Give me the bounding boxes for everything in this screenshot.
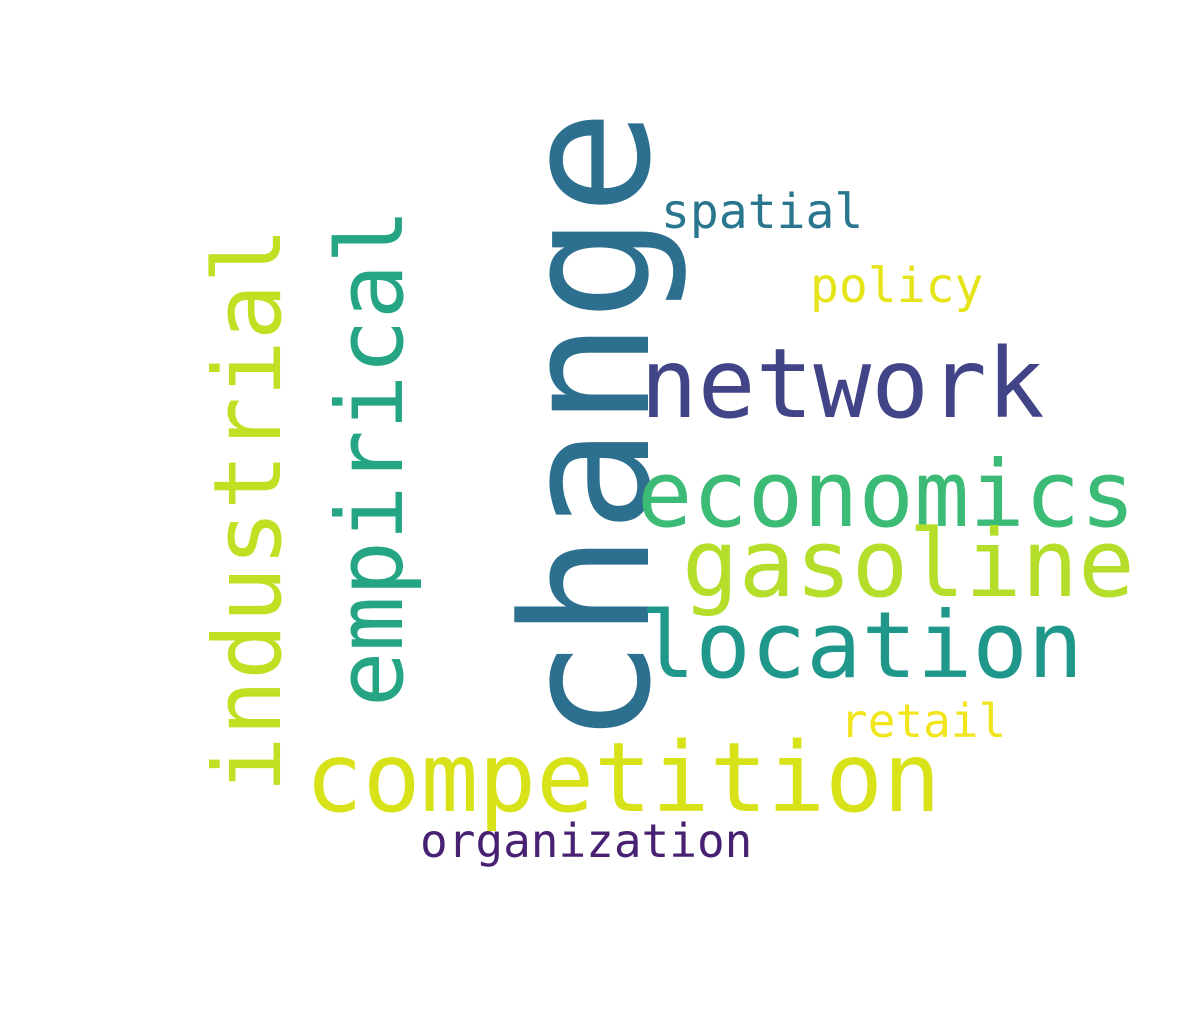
word-industrial: industrial <box>194 227 303 793</box>
word-competition: competition <box>305 722 941 834</box>
word-empirical: empirical <box>317 208 424 708</box>
word-spatial: spatial <box>661 184 864 240</box>
word-network: network <box>640 328 1045 440</box>
word-organization: organization <box>420 814 753 868</box>
word-policy: policy <box>810 258 984 314</box>
word-retail: retail <box>840 694 1007 748</box>
word-gasoline: gasoline <box>682 510 1135 619</box>
word-economics: economics <box>637 441 1136 548</box>
word-location: location <box>640 592 1084 699</box>
